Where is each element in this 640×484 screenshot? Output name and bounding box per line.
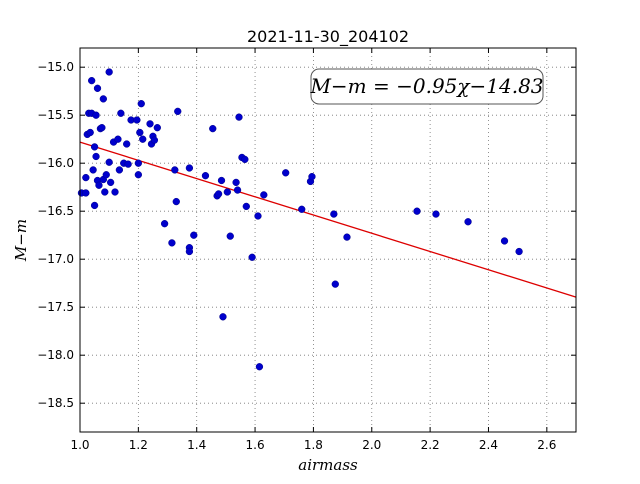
data-point: [150, 136, 159, 144]
fit-line: [79, 141, 577, 298]
data-point: [201, 172, 210, 180]
data-point: [248, 253, 256, 261]
data-point: [190, 231, 198, 239]
data-point: [153, 124, 161, 132]
data-point: [217, 176, 226, 185]
data-point: [105, 68, 113, 76]
data-point: [515, 247, 523, 256]
x-tick-label: 2.6: [537, 438, 556, 452]
data-point: [101, 188, 109, 196]
x-axis-label: airmass: [298, 456, 358, 474]
data-point: [82, 173, 90, 182]
data-point: [500, 237, 509, 245]
data-point: [115, 166, 124, 174]
y-tick-label: −16.5: [37, 204, 74, 218]
data-point: [117, 109, 125, 117]
data-point: [232, 178, 240, 187]
data-point: [133, 116, 141, 124]
y-tick-label: −17.5: [37, 300, 74, 314]
x-tick-label: 1.4: [187, 438, 206, 452]
x-tick-label: 2.4: [479, 438, 498, 452]
data-point: [111, 188, 119, 196]
data-point: [331, 280, 339, 288]
data-point: [134, 171, 143, 179]
y-axis-label: M−m: [12, 219, 30, 262]
tick-layer: 1.0 1.2 1.4 1.6 1.8 2.0 2.2 2.4 2.6 −15.0 −15.5 −16…: [37, 48, 576, 452]
data-point: [172, 197, 180, 206]
data-point: [242, 202, 250, 211]
data-point: [464, 218, 472, 226]
x-tick-label: 2.0: [362, 438, 381, 452]
chart-title: 2021-11-30_204102: [247, 27, 409, 47]
data-point: [282, 169, 290, 177]
data-point: [88, 76, 96, 85]
data-point: [241, 155, 249, 164]
data-point: [308, 172, 316, 181]
data-point: [168, 239, 176, 247]
plot-frame: [79, 47, 577, 433]
data-point: [174, 107, 182, 116]
data-point: [89, 166, 97, 174]
data-point: [413, 207, 421, 215]
data-point: [105, 158, 113, 166]
grid-layer: [80, 48, 576, 432]
data-point: [226, 232, 234, 240]
point-layer: [77, 68, 523, 371]
data-point: [92, 111, 100, 119]
data-point: [260, 191, 268, 199]
y-tick-label: −15.5: [37, 108, 74, 122]
data-point: [82, 189, 90, 197]
data-point: [214, 190, 223, 198]
data-point: [298, 205, 306, 213]
data-point: [99, 95, 107, 103]
data-point: [233, 186, 242, 194]
data-point: [185, 247, 194, 256]
data-point: [255, 363, 264, 371]
data-point: [123, 140, 131, 148]
equation-text: M−m = −0.95χ−14.83: [309, 74, 543, 98]
data-point: [137, 100, 145, 108]
data-point: [86, 128, 94, 137]
x-tick-label: 2.2: [421, 438, 440, 452]
y-tick-label: −18.5: [37, 396, 74, 410]
data-point: [90, 201, 99, 210]
data-point: [219, 313, 227, 321]
data-point: [134, 159, 143, 167]
fit-layer: [79, 141, 577, 298]
y-tick-label: −15.0: [37, 60, 74, 74]
data-point: [102, 171, 110, 179]
y-tick-label: −17.0: [37, 252, 74, 266]
data-point: [254, 212, 262, 220]
data-point: [106, 178, 115, 187]
data-point: [92, 152, 100, 161]
x-tick-label: 1.8: [304, 438, 323, 452]
data-point: [98, 124, 106, 132]
data-point: [209, 124, 217, 133]
data-point: [90, 143, 99, 151]
x-tick-label: 1.6: [246, 438, 265, 452]
x-tick-label: 1.2: [129, 438, 148, 452]
data-point: [95, 181, 103, 189]
data-point: [146, 120, 154, 128]
data-point: [114, 135, 122, 143]
data-point: [235, 113, 243, 121]
data-point: [223, 188, 231, 196]
y-tick-label: −18.0: [37, 348, 74, 362]
data-point: [185, 164, 194, 172]
data-point: [160, 220, 169, 228]
equation-box: [310, 68, 544, 105]
data-point: [330, 210, 338, 218]
equation-annotation: M−m = −0.95χ−14.83: [309, 68, 544, 105]
data-point: [171, 166, 179, 174]
x-tick-label: 1.0: [70, 438, 89, 452]
data-point: [136, 128, 144, 137]
y-tick-label: −16.0: [37, 156, 74, 170]
data-point: [124, 160, 132, 168]
data-point: [343, 233, 351, 241]
data-point: [93, 84, 102, 92]
data-point: [139, 135, 147, 143]
data-point: [432, 210, 440, 218]
